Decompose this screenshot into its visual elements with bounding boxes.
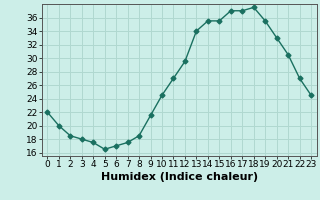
X-axis label: Humidex (Indice chaleur): Humidex (Indice chaleur) xyxy=(100,172,258,182)
